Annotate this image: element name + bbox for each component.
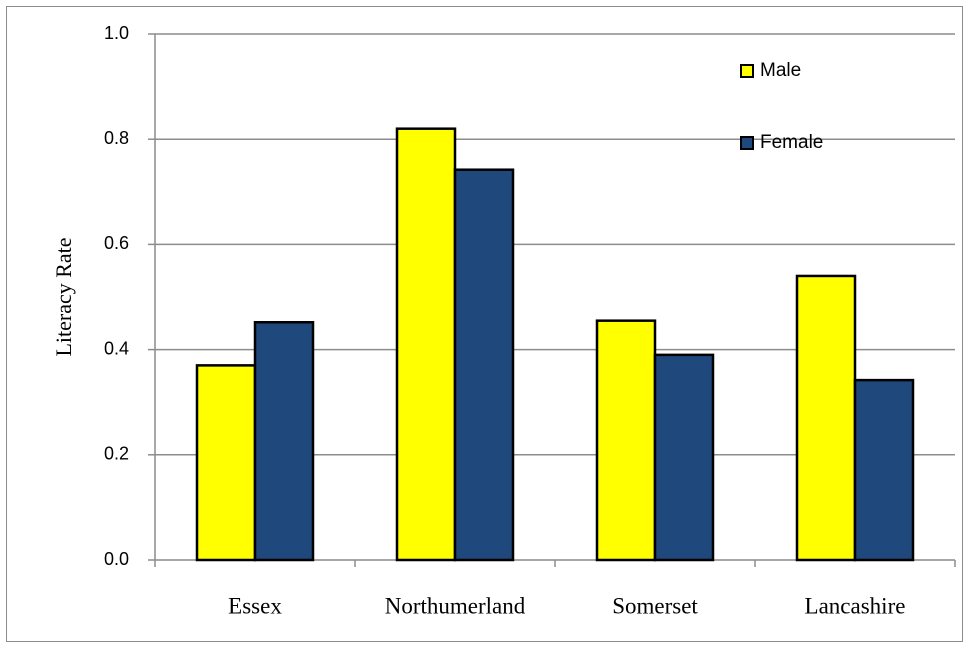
legend-item-male[interactable]: Male [740,60,801,81]
x-category-label: Lancashire [805,593,906,618]
y-tick-label: 0.6 [104,233,129,253]
y-axis-title: Literacy Rate [51,237,76,356]
bar-male-lancashire [795,274,857,562]
legend-item-female[interactable]: Female [740,132,823,153]
y-tick-label: 1.0 [104,23,129,43]
legend-swatch [740,64,754,78]
x-category-label: Northumerland [385,593,526,618]
bar-male-somerset [595,319,657,562]
bar-male-northumerland [395,127,457,562]
bar-male-essex [195,364,257,562]
bar-female-essex [253,320,315,562]
legend[interactable]: Male Female [740,60,823,153]
tick-labels: 0.0 0.2 0.4 0.6 0.8 1.0 Essex Northumerland Some… [104,23,905,619]
bars [195,127,915,562]
x-category-label: Essex [228,593,282,618]
y-tick-label: 0.0 [104,549,129,569]
legend-label: Male [760,60,801,81]
bar-female-lancashire [853,378,915,562]
bar-female-somerset [653,353,715,562]
bar-female-northumerland [453,168,515,562]
x-category-label: Somerset [612,593,698,618]
y-tick-label: 0.2 [104,444,129,464]
y-tick-label: 0.4 [104,338,129,358]
y-tick-label: 0.8 [104,128,129,148]
legend-label: Female [760,132,823,153]
legend-swatch [740,136,754,150]
